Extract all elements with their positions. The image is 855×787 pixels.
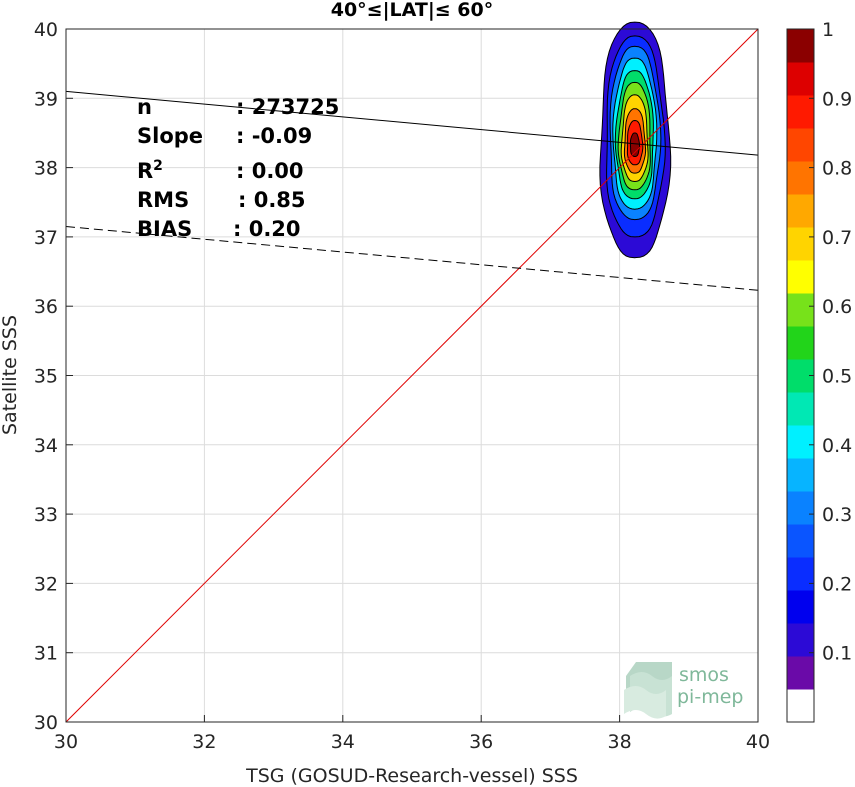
colorbar-tick-label: 0.9 [822, 88, 852, 110]
y-tick-label: 34 [34, 435, 58, 457]
chart-title: 40°≤|LAT|≤ 60° [331, 0, 494, 21]
stat-superscript: 2 [153, 158, 163, 174]
stat-label: RMS [137, 188, 189, 212]
y-tick-label: 39 [34, 88, 58, 110]
colorbar-tick-label: 0.5 [822, 366, 852, 388]
colorbar-segment [787, 491, 814, 525]
stat-label: BIAS [137, 217, 192, 241]
x-axis-label: TSG (GOSUD-Research-vessel) SSS [245, 765, 578, 787]
colorbar-tick-label: 0.7 [822, 227, 852, 249]
colorbar-segment [787, 557, 814, 591]
x-tick-label: 30 [54, 731, 78, 753]
colorbar-tick-label: 0.6 [822, 296, 852, 318]
colorbar-segment [787, 689, 814, 723]
y-tick-label: 38 [34, 158, 58, 180]
colorbar-segment [787, 29, 814, 63]
colorbar-segment [787, 62, 814, 96]
colorbar-segment [787, 194, 814, 228]
y-axis-ticks: 30 31 32 33 34 35 36 37 38 39 40 [34, 19, 73, 734]
y-tick-label: 32 [34, 573, 58, 595]
density-contours [599, 21, 672, 259]
stat-value: : 0.20 [233, 217, 301, 241]
colorbar-segment [787, 425, 814, 459]
stat-label: Slope [137, 124, 203, 148]
y-tick-label: 33 [34, 504, 58, 526]
colorbar-tick-label: 0.8 [822, 158, 852, 180]
stat-value: : 273725 [236, 95, 339, 119]
colorbar-segment [787, 260, 814, 294]
colorbar-segment [787, 590, 814, 624]
x-tick-label: 40 [746, 731, 770, 753]
colorbar-segment [787, 227, 814, 261]
colorbar-segment [787, 95, 814, 129]
colorbar-tick-label: 1 [822, 19, 834, 41]
colorbar-tick-label: 0.4 [822, 435, 852, 457]
logo-waves-icon [624, 662, 672, 719]
colorbar-segment [787, 392, 814, 426]
y-tick-label: 30 [34, 712, 58, 734]
colorbar-segment [787, 293, 814, 327]
y-tick-label: 40 [34, 19, 58, 41]
colorbar-segment [787, 656, 814, 690]
colorbar-segment [787, 623, 814, 657]
x-axis-ticks: 30 32 34 36 38 40 [54, 715, 770, 753]
x-tick-label: 36 [469, 731, 493, 753]
colorbar-tick-label: 0.1 [822, 643, 852, 665]
colorbar-segment [787, 326, 814, 360]
colorbar-segment [787, 458, 814, 492]
offset-line [65, 226, 759, 291]
x-tick-label: 34 [331, 731, 355, 753]
colorbar-segment [787, 128, 814, 162]
colorbar-tick-label: 0.3 [822, 504, 852, 526]
stat-value: : 0.85 [238, 188, 306, 212]
y-tick-label: 31 [34, 643, 58, 665]
stat-label: n [137, 95, 152, 119]
logo-text-smos: smos [679, 664, 729, 686]
contour-level [629, 132, 640, 157]
x-tick-label: 38 [608, 731, 632, 753]
y-tick-label: 35 [34, 366, 58, 388]
colorbar-tick-label: 0.2 [822, 573, 852, 595]
y-tick-label: 36 [34, 296, 58, 318]
logo-text-pimep: pi-mep [677, 686, 743, 708]
colorbar: 0.1 0.2 0.3 0.4 0.5 0.6 0.7 0.8 0.9 1 [786, 19, 852, 723]
smos-pimep-logo: smos pi-mep [624, 662, 743, 719]
regression-line [65, 90, 759, 156]
x-tick-label: 32 [192, 731, 216, 753]
colorbar-segment [787, 161, 814, 195]
y-axis-label: Satellite SSS [0, 315, 21, 435]
stat-value: : -0.09 [236, 124, 312, 148]
regression-lines [65, 28, 759, 723]
y-tick-label: 37 [34, 227, 58, 249]
colorbar-segment [787, 524, 814, 558]
stat-value: : 0.00 [236, 159, 304, 183]
